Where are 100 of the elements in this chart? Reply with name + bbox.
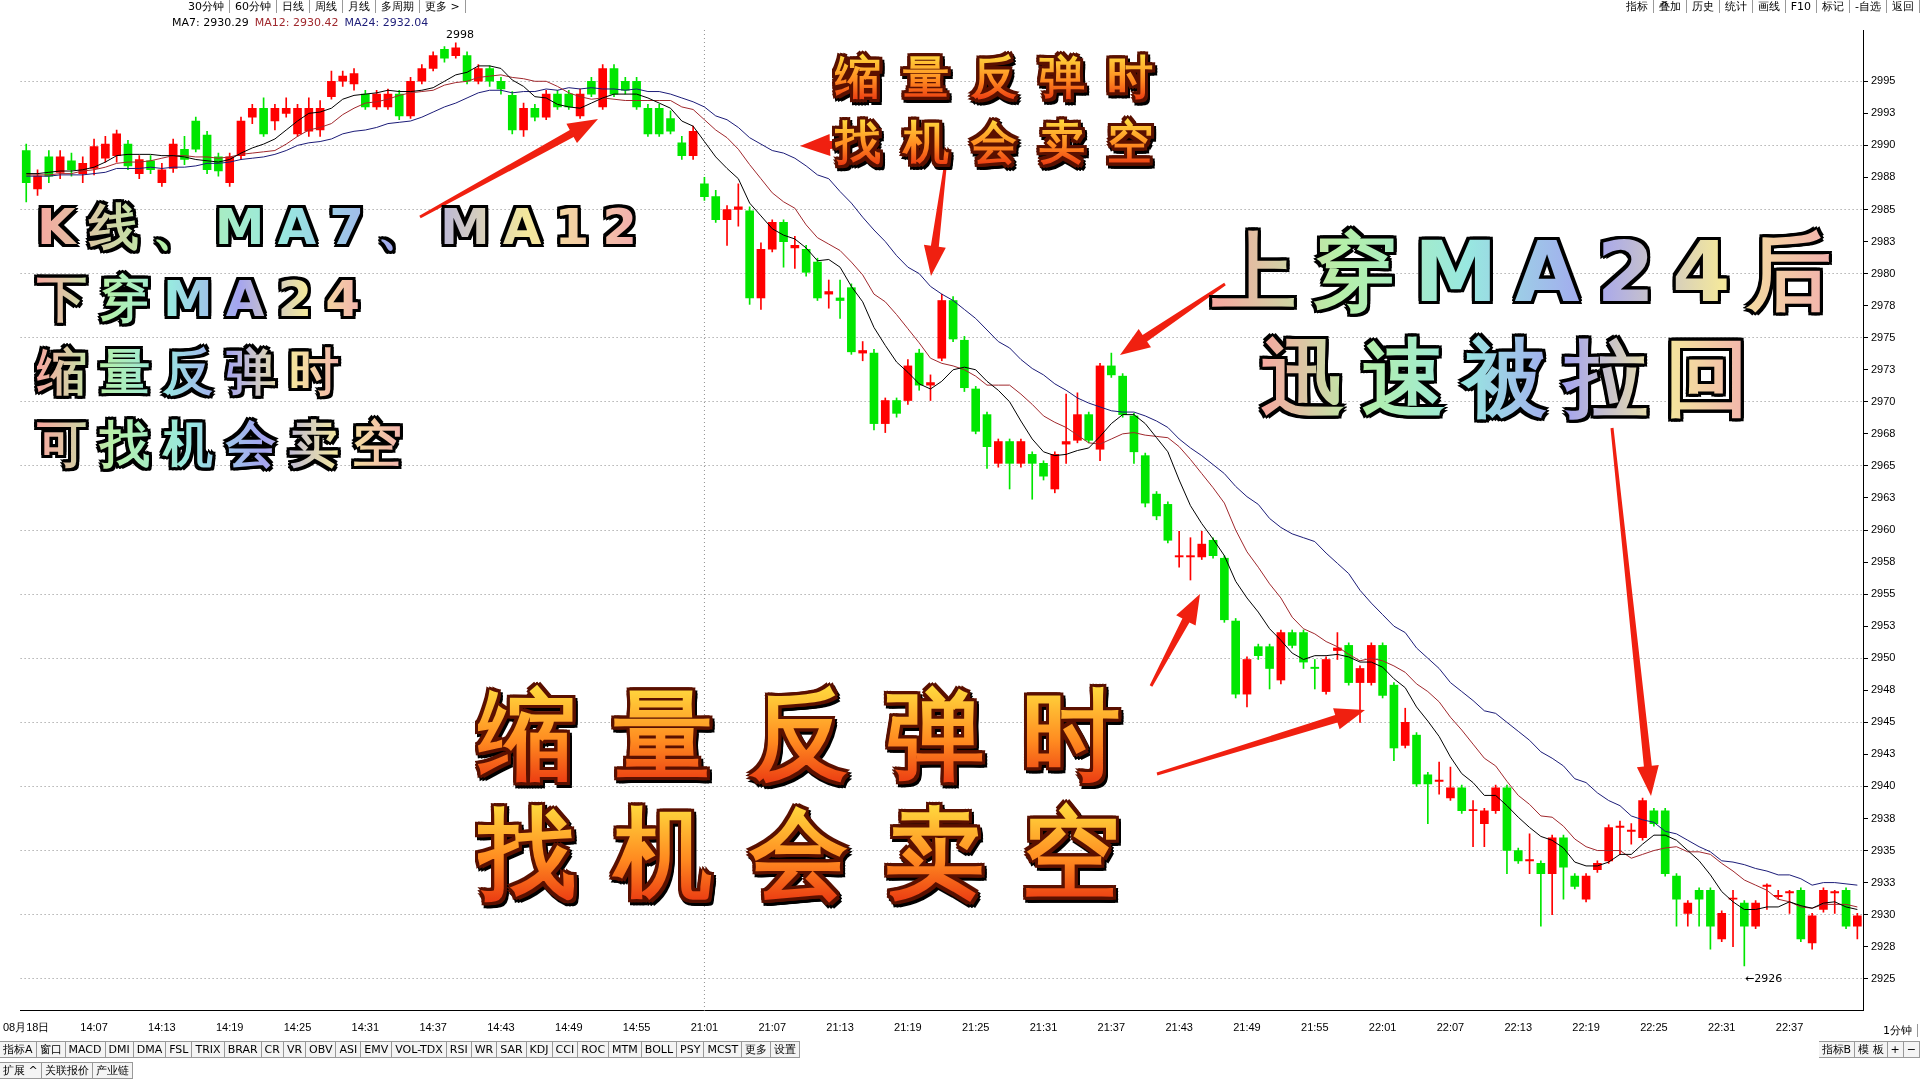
y-tick-label: 2990	[1871, 138, 1896, 151]
text: 周线	[310, 0, 343, 13]
annotation: 上穿MA24后	[1212, 223, 1849, 321]
text: MA7: 2930.29	[172, 16, 249, 29]
x-tick-label: 22:13	[1504, 1021, 1533, 1034]
x-tick-label: 14:25	[283, 1021, 312, 1034]
text: 标记	[1817, 0, 1851, 13]
annotation: 迅速被拉回	[1261, 329, 1766, 427]
x-tick-label: 21:25	[961, 1021, 990, 1034]
y-tick-label: 2965	[1871, 458, 1896, 471]
annotation: ←2926	[1745, 972, 1783, 986]
text: 历史	[1686, 0, 1720, 13]
x-tick-label: 08月18日	[2, 1021, 50, 1034]
text: BRAR	[224, 1041, 262, 1058]
x-tick-label: 14:37	[419, 1021, 447, 1034]
text: KDJ	[526, 1041, 553, 1058]
candlestick	[722, 205, 732, 246]
text: VOL-TDX	[392, 1041, 447, 1058]
x-tick-label: 22:37	[1775, 1021, 1804, 1034]
text: RSI	[446, 1041, 472, 1058]
text: 窗口	[36, 1041, 66, 1058]
y-tick-label: 2978	[1871, 298, 1896, 311]
y-tick-label: 2948	[1871, 683, 1896, 696]
text: 更多 >	[420, 0, 466, 13]
candlestick	[1615, 820, 1625, 855]
x-tick-label: 21:55	[1301, 1021, 1329, 1034]
text: 日线	[277, 0, 310, 13]
x-tick-label: 22:31	[1707, 1021, 1736, 1034]
text: 画线	[1752, 0, 1786, 13]
text: DMI	[105, 1041, 134, 1058]
text: 60分钟	[230, 0, 277, 13]
candlestick	[824, 279, 834, 309]
x-tick-label: 21:37	[1097, 1021, 1126, 1034]
text: 30分钟	[183, 0, 230, 13]
y-tick-label: 2928	[1871, 939, 1896, 952]
y-tick-label: 2975	[1871, 330, 1896, 343]
text: ROC	[578, 1041, 610, 1058]
candlestick	[1830, 889, 1840, 914]
x-tick-label: 22:19	[1572, 1021, 1600, 1034]
text: 关联报价	[41, 1062, 93, 1079]
text: -自选	[1850, 0, 1887, 13]
text: F10	[1785, 0, 1818, 13]
text: −	[1903, 1041, 1920, 1058]
annotation: 缩量反弹时	[835, 50, 1175, 104]
text: CCI	[552, 1041, 579, 1058]
y-tick-label: 2960	[1871, 523, 1896, 536]
annotation: 2998	[446, 28, 474, 42]
x-tick-label: 22:25	[1640, 1021, 1668, 1034]
y-tick-label: 2973	[1871, 362, 1896, 375]
text: FSL	[166, 1041, 193, 1058]
text: 模 板	[1855, 1041, 1888, 1058]
annotation: K线、MA7、MA12	[37, 198, 651, 256]
candlestick	[1468, 800, 1478, 848]
text: ASI	[336, 1041, 362, 1058]
annotation: 缩量反弹时	[478, 678, 1158, 792]
text: 指标A	[0, 1041, 37, 1058]
text: 更多	[742, 1041, 772, 1058]
annotation: 下穿MA24	[37, 270, 374, 328]
x-tick-label: 21:49	[1233, 1021, 1261, 1034]
text: OBV	[306, 1041, 337, 1058]
text: 扩展 ^	[0, 1062, 42, 1079]
x-tick-label: 21:19	[894, 1021, 922, 1034]
text: 多周期	[376, 0, 420, 13]
candlestick	[1174, 530, 1184, 568]
y-tick-label: 2985	[1871, 202, 1896, 215]
text: 指标B	[1818, 1041, 1856, 1058]
x-tick-label: 14:19	[215, 1021, 244, 1034]
x-tick-label: 14:49	[555, 1021, 583, 1034]
text: BOLL	[641, 1041, 678, 1058]
x-tick-label: 14:55	[622, 1021, 651, 1034]
candlestick	[1694, 887, 1704, 927]
text: VR	[283, 1041, 307, 1058]
text: MTM	[609, 1041, 642, 1058]
x-tick-label: 14:31	[351, 1021, 380, 1034]
x-tick-label: 21:13	[826, 1021, 854, 1034]
y-tick-label: 2980	[1871, 266, 1896, 279]
y-tick-label: 2953	[1871, 619, 1896, 632]
y-tick-label: 2940	[1871, 779, 1896, 792]
y-tick-label: 2950	[1871, 651, 1896, 664]
y-tick-label: 2955	[1871, 587, 1896, 600]
text: 产业链	[92, 1062, 133, 1079]
text: CR	[261, 1041, 284, 1058]
x-tick-label: 21:01	[690, 1021, 719, 1034]
y-tick-label: 2933	[1871, 875, 1896, 888]
text: MA24: 2932.04	[344, 16, 429, 29]
text: TRIX	[192, 1041, 225, 1058]
x-tick-label: 21:31	[1029, 1021, 1058, 1034]
text: 月线	[343, 0, 376, 13]
y-tick-label: 2938	[1871, 811, 1896, 824]
text: SAR	[497, 1041, 527, 1058]
y-tick-label: 2963	[1871, 490, 1896, 503]
text: WR	[471, 1041, 498, 1058]
candlestick	[1626, 823, 1636, 845]
candlestick	[1536, 860, 1546, 927]
text: 返回	[1887, 0, 1920, 13]
text: MCST	[704, 1041, 743, 1058]
annotation: 可找机会卖空	[37, 415, 415, 473]
candlestick	[1027, 451, 1037, 500]
y-tick-label: 2983	[1871, 234, 1896, 247]
x-tick-label: 22:01	[1368, 1021, 1397, 1034]
